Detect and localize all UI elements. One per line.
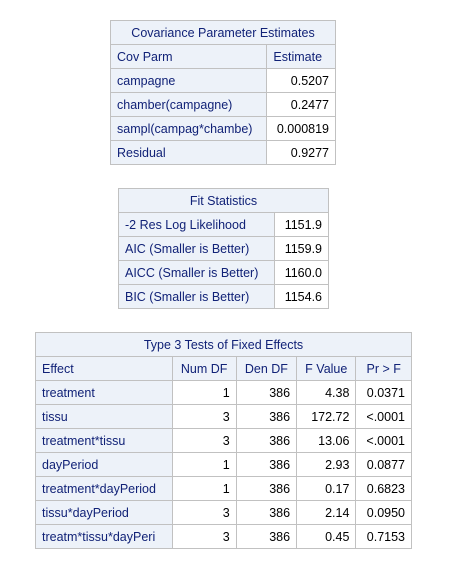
effect-label: treatment bbox=[35, 380, 173, 405]
num-df-header: Num DF bbox=[171, 356, 237, 381]
estimate-value: 0.000819 bbox=[266, 116, 336, 141]
effect-label: treatm*tissu*dayPeri bbox=[35, 524, 173, 549]
f-value: 0.45 bbox=[296, 524, 357, 549]
den-df-value: 386 bbox=[235, 524, 298, 549]
type3-tests-title: Type 3 Tests of Fixed Effects bbox=[35, 332, 412, 357]
cov-parm-label: Residual bbox=[109, 140, 268, 165]
num-df-value: 3 bbox=[171, 404, 237, 429]
table-row: campagne 0.5207 bbox=[109, 68, 336, 93]
table-row: treatment*dayPeriod 1 386 0.17 0.6823 bbox=[35, 476, 412, 501]
fit-statistics-title: Fit Statistics bbox=[118, 188, 329, 213]
effect-label: dayPeriod bbox=[35, 452, 173, 477]
p-value: 0.0877 bbox=[355, 452, 412, 477]
fit-statistic-label: BIC (Smaller is Better) bbox=[117, 284, 276, 309]
table-row: AICC (Smaller is Better) 1160.0 bbox=[117, 260, 329, 285]
den-df-value: 386 bbox=[235, 452, 298, 477]
estimate-header: Estimate bbox=[266, 44, 336, 69]
cov-parm-label: sampl(campag*chambe) bbox=[109, 116, 268, 141]
den-df-value: 386 bbox=[235, 500, 298, 525]
table-row: treatment*tissu 3 386 13.06 <.0001 bbox=[35, 428, 412, 453]
cov-parm-header: Cov Parm bbox=[109, 44, 268, 69]
num-df-value: 3 bbox=[171, 428, 237, 453]
table-row: treatm*tissu*dayPeri 3 386 0.45 0.7153 bbox=[35, 524, 412, 549]
num-df-value: 1 bbox=[171, 380, 237, 405]
table-row: -2 Res Log Likelihood 1151.9 bbox=[117, 212, 329, 237]
table-row: chamber(campagne) 0.2477 bbox=[109, 92, 336, 117]
f-value: 0.17 bbox=[296, 476, 357, 501]
fit-statistic-value: 1151.9 bbox=[274, 212, 329, 237]
den-df-value: 386 bbox=[235, 428, 298, 453]
table-row: tissu*dayPeriod 3 386 2.14 0.0950 bbox=[35, 500, 412, 525]
effect-label: tissu bbox=[35, 404, 173, 429]
p-value: 0.0950 bbox=[355, 500, 412, 525]
effect-label: treatment*tissu bbox=[35, 428, 173, 453]
cov-parm-label: chamber(campagne) bbox=[109, 92, 268, 117]
f-value: 2.14 bbox=[296, 500, 357, 525]
table-row: AIC (Smaller is Better) 1159.9 bbox=[117, 236, 329, 261]
fit-statistic-value: 1154.6 bbox=[274, 284, 329, 309]
den-df-value: 386 bbox=[235, 404, 298, 429]
num-df-value: 1 bbox=[171, 452, 237, 477]
type3-tests-table: Type 3 Tests of Fixed Effects Effect Num… bbox=[35, 332, 412, 549]
den-df-header: Den DF bbox=[235, 356, 298, 381]
p-value: <.0001 bbox=[355, 428, 412, 453]
table-row: BIC (Smaller is Better) 1154.6 bbox=[117, 284, 329, 309]
estimate-value: 0.9277 bbox=[266, 140, 336, 165]
fit-statistic-label: AIC (Smaller is Better) bbox=[117, 236, 276, 261]
fit-statistic-label: -2 Res Log Likelihood bbox=[117, 212, 276, 237]
table-row: Residual 0.9277 bbox=[109, 140, 336, 165]
table-row: treatment 1 386 4.38 0.0371 bbox=[35, 380, 412, 405]
p-value: 0.0371 bbox=[355, 380, 412, 405]
effect-label: tissu*dayPeriod bbox=[35, 500, 173, 525]
den-df-value: 386 bbox=[235, 380, 298, 405]
p-value: 0.7153 bbox=[355, 524, 412, 549]
estimate-value: 0.5207 bbox=[266, 68, 336, 93]
num-df-value: 3 bbox=[171, 500, 237, 525]
fit-statistic-value: 1160.0 bbox=[274, 260, 329, 285]
fit-statistic-value: 1159.9 bbox=[274, 236, 329, 261]
cov-parm-label: campagne bbox=[109, 68, 268, 93]
fit-statistic-label: AICC (Smaller is Better) bbox=[117, 260, 276, 285]
num-df-value: 3 bbox=[171, 524, 237, 549]
f-value: 4.38 bbox=[296, 380, 357, 405]
f-value: 172.72 bbox=[296, 404, 357, 429]
table-row: sampl(campag*chambe) 0.000819 bbox=[109, 116, 336, 141]
table-row: dayPeriod 1 386 2.93 0.0877 bbox=[35, 452, 412, 477]
f-value-header: F Value bbox=[296, 356, 357, 381]
num-df-value: 1 bbox=[171, 476, 237, 501]
p-value: <.0001 bbox=[355, 404, 412, 429]
p-value: 0.6823 bbox=[355, 476, 412, 501]
pr-f-header: Pr > F bbox=[355, 356, 412, 381]
covariance-table-title: Covariance Parameter Estimates bbox=[110, 20, 336, 45]
f-value: 13.06 bbox=[296, 428, 357, 453]
effect-label: treatment*dayPeriod bbox=[35, 476, 173, 501]
table-row: tissu 3 386 172.72 <.0001 bbox=[35, 404, 412, 429]
den-df-value: 386 bbox=[235, 476, 298, 501]
f-value: 2.93 bbox=[296, 452, 357, 477]
effect-header: Effect bbox=[35, 356, 173, 381]
fit-statistics-table: Fit Statistics -2 Res Log Likelihood 115… bbox=[117, 188, 329, 309]
covariance-parameter-table: Covariance Parameter Estimates Cov Parm … bbox=[109, 20, 336, 165]
estimate-value: 0.2477 bbox=[266, 92, 336, 117]
